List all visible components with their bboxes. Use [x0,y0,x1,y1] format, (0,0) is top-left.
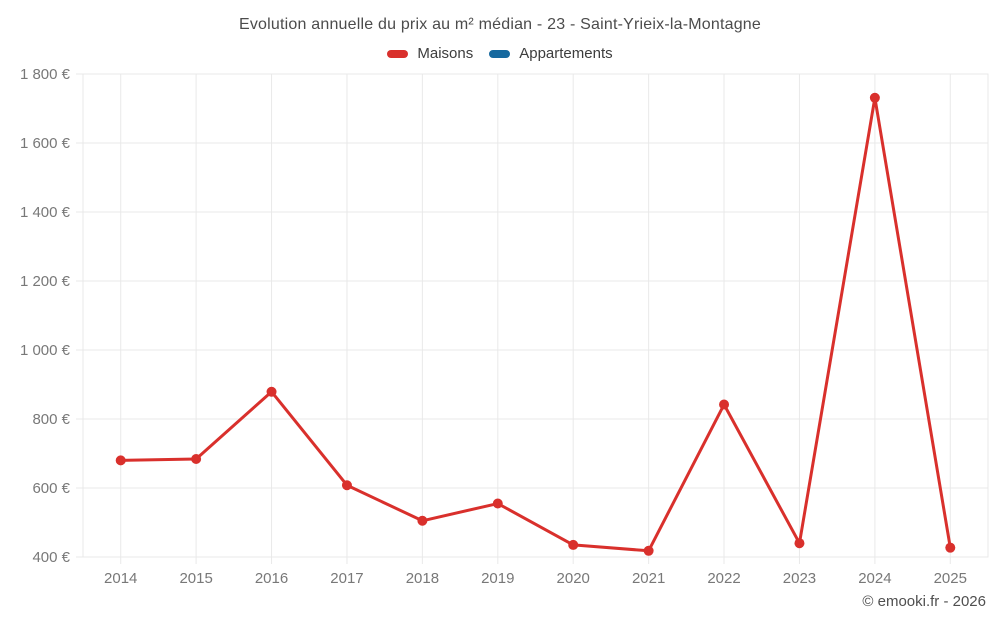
y-tick-label: 1 800 € [20,66,71,83]
x-tick-label: 2016 [255,570,288,587]
legend-label-appartements: Appartements [519,45,613,62]
x-tick-label: 2025 [934,570,967,587]
maisons-point-2014[interactable] [115,455,126,466]
legend-label-maisons: Maisons [417,45,474,62]
y-tick-label: 1 400 € [20,204,71,221]
maisons-point-2022[interactable] [719,399,730,410]
maisons-point-2019[interactable] [492,498,503,509]
maisons-line [120,96,952,553]
y-tick-label: 1 000 € [20,342,71,359]
maisons-point-2023[interactable] [794,538,805,549]
maisons-point-2024[interactable] [869,92,880,103]
chart-title: Evolution annuelle du prix au m² médian … [238,16,761,33]
maisons-point-2021[interactable] [643,545,654,556]
x-tick-label: 2023 [783,570,816,587]
x-tick-label: 2022 [707,570,740,587]
y-tick-label: 1 200 € [20,273,71,290]
maisons-point-2025[interactable] [945,542,956,553]
maisons-point-2020[interactable] [568,539,579,550]
x-tick-label: 2015 [179,570,212,587]
y-tick-label: 800 € [32,411,70,428]
legend-item-maisons[interactable]: Maisons [387,45,473,62]
x-tick-label: 2020 [557,570,590,587]
y-tick-label: 400 € [32,549,70,566]
x-tick-label: 2019 [481,570,514,587]
maisons-swatch-icon [387,49,409,58]
appartements-swatch-icon [489,49,511,58]
maisons-point-2017[interactable] [341,480,352,491]
maisons-point-2016[interactable] [266,386,277,397]
watermark: © emooki.fr - 2026 [862,593,986,610]
x-tick-label: 2021 [632,570,665,587]
y-tick-label: 600 € [32,480,70,497]
x-tick-label: 2014 [104,570,137,587]
x-tick-label: 2018 [406,570,439,587]
chart-legend: Maisons Appartements [0,45,1000,62]
maisons-point-2018[interactable] [417,515,428,526]
y-tick-label: 1 600 € [20,135,71,152]
legend-item-appartements[interactable]: Appartements [489,45,613,62]
x-tick-label: 2024 [858,570,891,587]
x-tick-label: 2017 [330,570,363,587]
maisons-point-2015[interactable] [191,454,202,465]
plot-border [82,73,989,558]
